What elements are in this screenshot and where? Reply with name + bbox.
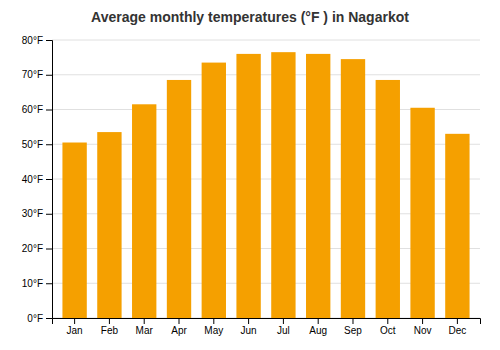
x-tick-mark xyxy=(352,318,353,324)
y-tick-mark xyxy=(46,214,52,215)
chart-title: Average monthly temperatures (°F ) in Na… xyxy=(91,9,409,25)
bar xyxy=(341,59,365,318)
x-tick: Jul xyxy=(277,318,290,336)
x-tick-label: Sep xyxy=(344,325,362,336)
y-tick-label: 70°F xyxy=(22,69,43,80)
x-tick-label: Apr xyxy=(171,325,187,336)
y-tick-label: 0°F xyxy=(27,313,43,324)
y-tick-mark xyxy=(46,144,52,145)
x-tick-mark xyxy=(248,318,249,324)
y-tick-mark xyxy=(46,249,52,250)
x-tick: Dec xyxy=(448,318,466,336)
y-tick-label: 60°F xyxy=(22,104,43,115)
x-tick-label: Jun xyxy=(241,325,257,336)
x-tick-label: Dec xyxy=(448,325,466,336)
y-tick-label: 50°F xyxy=(22,139,43,150)
y-axis: 0°F 10°F 20°F 30°F 40°F 50°F 60°F 70°F 80°F xyxy=(22,35,53,324)
x-tick-label: Mar xyxy=(136,325,154,336)
y-tick-mark xyxy=(46,75,52,76)
x-tick: Jan xyxy=(67,318,83,336)
bar xyxy=(132,104,156,318)
y-tick-label: 10°F xyxy=(22,278,43,289)
bar xyxy=(271,52,295,318)
x-tick-label: Oct xyxy=(380,325,396,336)
y-tick-label: 20°F xyxy=(22,243,43,254)
bar xyxy=(202,63,226,318)
y-tick: 60°F xyxy=(22,104,52,115)
bar xyxy=(62,143,86,318)
y-tick-label: 80°F xyxy=(22,35,43,46)
bar xyxy=(167,80,191,318)
x-tick: May xyxy=(204,318,223,336)
bar xyxy=(236,54,260,318)
x-axis-line xyxy=(53,319,481,325)
x-tick-mark xyxy=(422,318,423,324)
y-tick-mark xyxy=(46,110,52,111)
chart-svg: Average monthly temperatures (°F ) in Na… xyxy=(0,0,500,350)
bar xyxy=(97,132,121,318)
x-tick-mark xyxy=(318,318,319,324)
grid xyxy=(52,40,480,318)
bar xyxy=(306,54,330,318)
grid-line xyxy=(52,40,480,41)
x-tick-label: Jul xyxy=(277,325,290,336)
plot-area: Jan Feb Mar Apr May Jun Jul Aug Sep Oct Nov Dec 0°F 1… xyxy=(22,35,481,336)
y-tick: 0°F xyxy=(27,313,52,324)
x-tick-label: Feb xyxy=(101,325,119,336)
x-tick: Mar xyxy=(136,318,154,336)
x-tick-label: May xyxy=(204,325,223,336)
x-tick-mark xyxy=(457,318,458,324)
y-tick-mark xyxy=(46,318,52,319)
x-tick: Jun xyxy=(241,318,257,336)
x-tick: Aug xyxy=(309,318,327,336)
x-tick-label: Aug xyxy=(309,325,327,336)
x-tick-mark xyxy=(144,318,145,324)
x-tick: Nov xyxy=(414,318,432,336)
y-tick: 50°F xyxy=(22,139,52,150)
x-tick-mark xyxy=(213,318,214,324)
y-tick-label: 40°F xyxy=(22,174,43,185)
x-tick: Feb xyxy=(101,318,119,336)
x-tick: Apr xyxy=(171,318,187,336)
x-tick-mark xyxy=(387,318,388,324)
grid-line xyxy=(52,74,480,75)
x-tick-mark xyxy=(109,318,110,324)
bar xyxy=(410,108,434,318)
x-tick-label: Jan xyxy=(67,325,83,336)
y-tick-mark xyxy=(46,179,52,180)
y-tick-mark xyxy=(46,40,52,41)
x-tick: Sep xyxy=(344,318,362,336)
x-tick: Oct xyxy=(380,318,396,336)
y-tick: 30°F xyxy=(22,208,52,219)
y-axis-line xyxy=(46,41,53,319)
x-axis: Jan Feb Mar Apr May Jun Jul Aug Sep Oct Nov Dec xyxy=(53,318,481,336)
y-tick: 80°F xyxy=(22,35,52,46)
bar xyxy=(376,80,400,318)
x-tick-label: Nov xyxy=(414,325,432,336)
y-tick: 40°F xyxy=(22,174,52,185)
y-tick: 70°F xyxy=(22,69,52,80)
y-tick-label: 30°F xyxy=(22,208,43,219)
y-tick-mark xyxy=(46,283,52,284)
y-tick: 10°F xyxy=(22,278,52,289)
x-tick-mark xyxy=(74,318,75,324)
bar xyxy=(445,134,469,318)
y-tick: 20°F xyxy=(22,243,52,254)
bars xyxy=(62,52,469,318)
chart-container: Average monthly temperatures (°F ) in Na… xyxy=(0,0,500,350)
x-tick-mark xyxy=(283,318,284,324)
x-tick-mark xyxy=(179,318,180,324)
